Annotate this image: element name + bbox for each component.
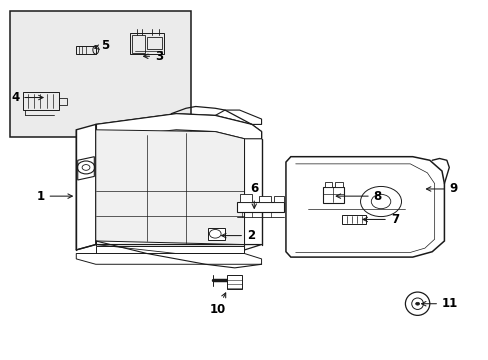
Polygon shape (259, 196, 271, 202)
Polygon shape (76, 125, 96, 250)
Text: 5: 5 (95, 39, 109, 52)
Polygon shape (341, 215, 366, 224)
Polygon shape (273, 196, 283, 202)
Polygon shape (207, 228, 224, 240)
Circle shape (415, 302, 419, 305)
Polygon shape (334, 182, 343, 187)
Text: 1: 1 (37, 190, 72, 203)
Text: 10: 10 (209, 293, 225, 316)
Bar (10, 12, 190, 137)
Text: 7: 7 (362, 213, 398, 226)
Polygon shape (285, 157, 444, 257)
Polygon shape (237, 202, 283, 212)
Polygon shape (227, 275, 242, 289)
Polygon shape (322, 187, 344, 203)
Polygon shape (96, 246, 244, 253)
Polygon shape (325, 182, 331, 187)
Polygon shape (96, 114, 261, 139)
Text: 3: 3 (143, 50, 163, 63)
Text: 8: 8 (336, 190, 381, 203)
Text: 11: 11 (421, 297, 457, 310)
Circle shape (82, 165, 90, 170)
Ellipse shape (405, 292, 429, 315)
Text: 9: 9 (426, 183, 457, 195)
Polygon shape (76, 253, 261, 264)
Polygon shape (96, 130, 244, 244)
Polygon shape (78, 157, 94, 180)
Text: 4: 4 (11, 91, 43, 104)
Text: 2: 2 (221, 229, 255, 242)
Text: 6: 6 (250, 183, 258, 208)
Polygon shape (239, 194, 251, 202)
